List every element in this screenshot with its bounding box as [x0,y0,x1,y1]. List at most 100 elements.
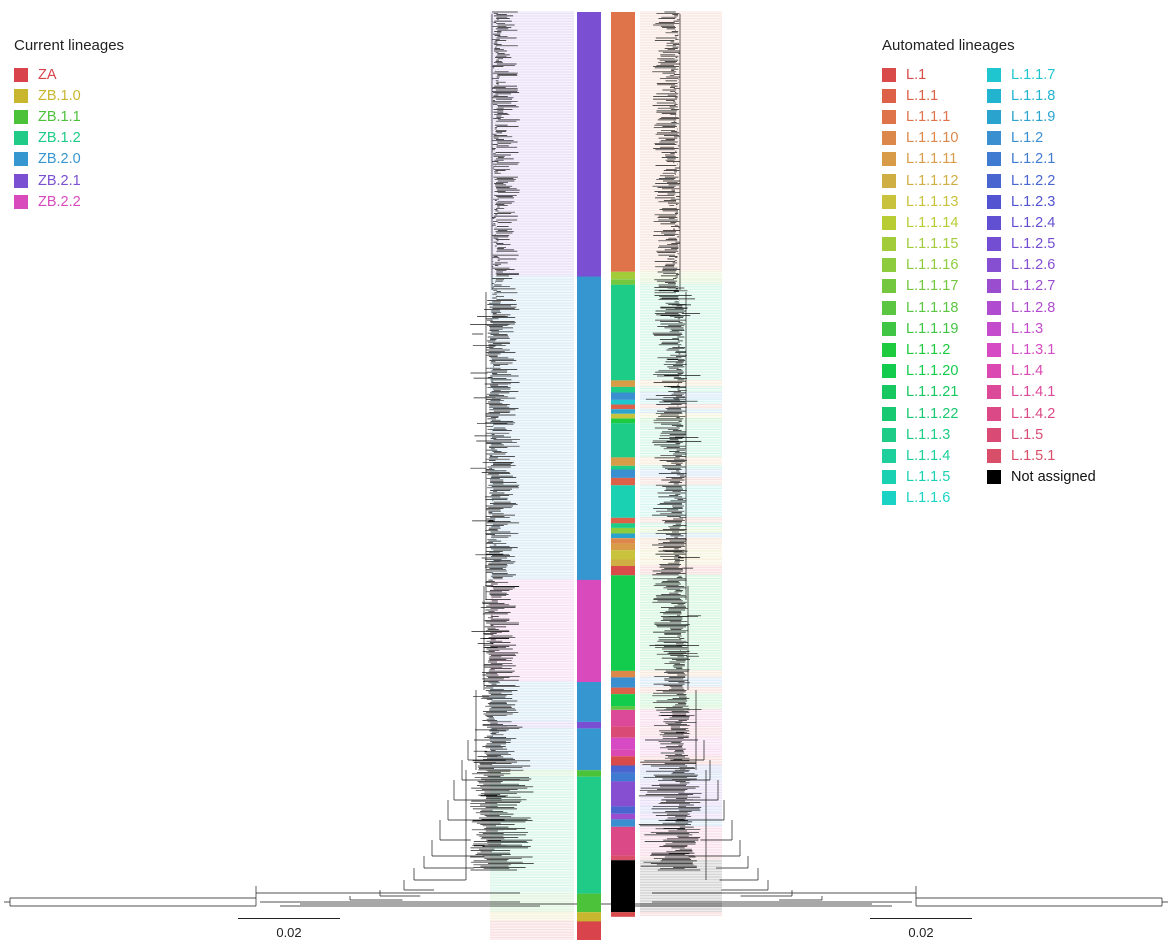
automated-band-l-1-1 [611,477,635,486]
legend-label: L.1.1.13 [906,193,959,210]
automated-band-l-1-1-10 [611,670,635,678]
legend-label: L.1.1.1 [906,108,951,125]
automated-band-l-1-2-1 [611,773,635,782]
current-band-zb-2-0 [577,682,601,722]
automated-band-l-1-1-3 [611,523,635,528]
current-band-zb-1-1 [577,893,601,913]
legend-item-l-1-1-18: L.1.1.18 [882,297,987,318]
legend-item-l-1-2-4: L.1.2.4 [987,212,1167,233]
legend-label: L.1.1.16 [906,257,959,274]
legend-item-l-1-2-2: L.1.2.2 [987,170,1167,191]
legend-item-l-1-1-4: L.1.1.4 [882,445,987,466]
legend-item-l-1-2-7: L.1.2.7 [987,276,1167,297]
legend-swatch [987,215,1001,230]
legend-item-zb-1-0: ZB.1.0 [14,85,124,106]
legend-swatch [987,448,1001,463]
legend-label: ZB.1.0 [38,87,81,104]
automated-band-l-1-1-17 [611,279,635,285]
current-lineages-legend: Current lineages ZA ZB.1.0 ZB.1.1 ZB.1.2 ZB.… [14,37,124,212]
automated-band-l-1-4-2 [611,826,635,856]
legend-item-l-1-1-12: L.1.1.12 [882,170,987,191]
current-band-zb-1-1 [577,770,601,777]
automated-band-l-1 [611,912,635,917]
legend-swatch [987,343,1001,358]
automated-band-l-1-5 [611,726,635,738]
left-scale-bar: 0.02 [238,918,340,940]
legend-swatch [987,385,1001,400]
legend-label: L.1.5 [1011,426,1044,443]
legend-swatch [882,173,896,188]
legend-item-l-1-1-9: L.1.1.9 [987,106,1167,127]
legend-label: ZB.2.2 [38,193,81,210]
legend-swatch [987,131,1001,146]
left-tree-links [490,11,574,940]
legend-item-l-1-2: L.1.2 [987,128,1167,149]
legend-label: L.1.1.22 [906,405,959,422]
automated-band-l-1-5-1 [611,855,635,861]
legend-label: Not assigned [1011,469,1096,486]
automated-band-l-1-1-2 [611,418,635,424]
automated-band-l-1-1-18 [611,706,635,710]
legend-label: L.1.4 [1011,363,1044,380]
legend-swatch [987,88,1001,103]
legend-label: L.1.2.1 [1011,151,1056,168]
legend-swatch [882,385,896,400]
legend-swatch [882,237,896,252]
legend-label: L.1.1 [906,87,939,104]
current-band-zb-2-2 [577,579,601,682]
current-band-zb-2-1 [577,721,601,729]
automated-band-l-1-4 [611,749,635,757]
legend-label: L.1.2 [1011,130,1044,147]
legend-label: L.1.1.6 [906,490,951,507]
automated-band-l-1-1-13 [611,413,635,419]
legend-label: L.1.2.3 [1011,193,1056,210]
legend-swatch [987,152,1001,167]
legend-swatch [882,470,896,485]
legend-swatch [14,67,28,82]
legend-swatch [882,321,896,336]
automated-lineages-legend: Automated lineages L.1 L.1.1 L.1.1.1 L.1.1.… [882,37,1167,509]
legend-item-l-1-2-1: L.1.2.1 [987,149,1167,170]
automated-band-l-1-1 [611,687,635,695]
legend-item-zb-1-1: ZB.1.1 [14,106,124,127]
legend-item-l-1-2-8: L.1.2.8 [987,297,1167,318]
legend-item-not-assigned: Not assigned [987,467,1167,488]
tree-branches [4,11,580,907]
automated-band-l-1 [611,756,635,766]
legend-item-l-1-4-2: L.1.4.2 [987,403,1167,424]
automated-lineages-columns: L.1 L.1.1 L.1.1.1 L.1.1.10 L.1.1.11 L.1.1.12 L… [882,64,1167,509]
legend-swatch [882,131,896,146]
legend-item-l-1-4-1: L.1.4.1 [987,382,1167,403]
automated-band-l-1-1-9 [611,533,635,539]
legend-label: L.1.1.9 [1011,108,1056,125]
legend-item-l-1-1-15: L.1.1.15 [882,234,987,255]
legend-label: L.1.1.18 [906,299,959,316]
automated-band-l-1-1-20 [611,575,635,671]
legend-swatch [987,364,1001,379]
automated-band-l-1-4-1 [611,709,635,727]
automated-band-l-1-1-5 [611,485,635,518]
legend-swatch [987,279,1001,294]
automated-band-l-1-1-9 [611,409,635,414]
legend-item-l-1-1-6: L.1.1.6 [882,488,987,509]
legend-label: L.1.4.2 [1011,405,1056,422]
legend-label: ZB.2.0 [38,151,81,168]
legend-swatch [987,67,1001,82]
automated-band-l-1-1-10 [611,538,635,544]
legend-label: L.1.1.7 [1011,66,1056,83]
automated-band-l-1-1-7 [611,399,635,405]
tree-branches [592,11,1168,907]
legend-label: ZB.1.1 [38,108,81,125]
current-band-zb-2-0 [577,276,601,580]
automated-lineage-column [611,12,635,917]
automated-band-l-1-1-3 [611,386,635,393]
legend-label: ZB.1.2 [38,130,81,147]
legend-label: L.1.3.1 [1011,342,1056,359]
legend-swatch [882,258,896,273]
legend-item-l-1-1-5: L.1.1.5 [882,467,987,488]
legend-label: ZA [38,66,57,83]
automated-band-l-1-1-13 [611,550,635,560]
legend-item-l-1-2-5: L.1.2.5 [987,234,1167,255]
automated-lineages-list-2: L.1.1.7 L.1.1.8 L.1.1.9 L.1.2 L.1.2.1 L.1.2.2… [987,64,1167,509]
